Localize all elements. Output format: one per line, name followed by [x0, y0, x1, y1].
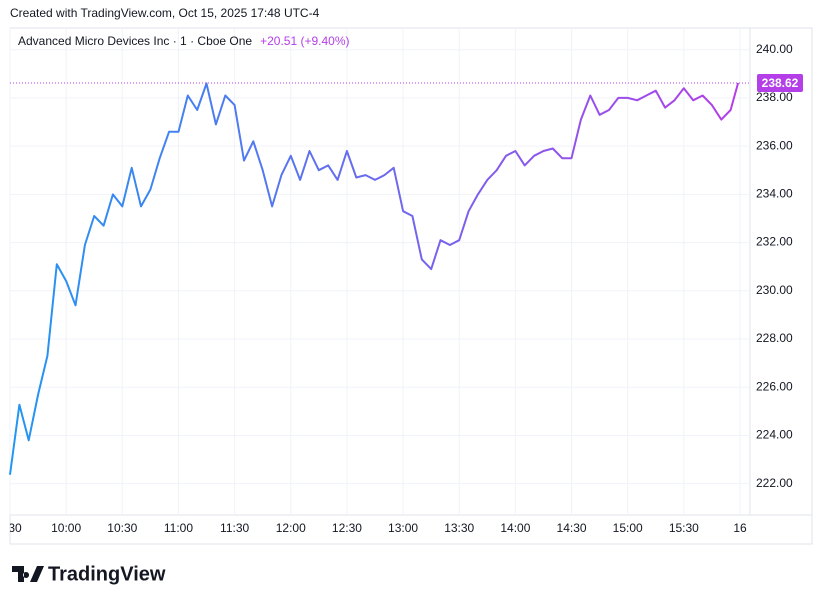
legend: Advanced Micro Devices Inc · 1 · Cboe On…	[18, 34, 350, 48]
y-tick-label: 236.00	[756, 138, 793, 152]
pane-border	[9, 27, 813, 545]
x-tick-label: 9:30	[0, 521, 22, 535]
x-tick-label: 11:00	[164, 521, 193, 535]
price-line	[9, 82, 740, 475]
logo: TradingView	[12, 563, 166, 585]
y-tick-label: 228.00	[756, 331, 793, 345]
x-tick-label: 12:00	[276, 521, 306, 535]
x-tick-label: 10:30	[107, 521, 137, 535]
logo-text: TradingView	[48, 563, 166, 585]
x-tick-label: 15:30	[669, 521, 699, 535]
y-tick-label: 222.00	[756, 476, 793, 490]
y-tick-label: 232.00	[756, 235, 793, 249]
y-tick-label: 224.00	[756, 428, 793, 442]
x-tick-label: 11:30	[220, 521, 249, 535]
x-tick-label: 13:30	[444, 521, 474, 535]
y-tick-label: 234.00	[756, 187, 793, 201]
x-tick-label: 13:00	[388, 521, 418, 535]
y-tick-label: 230.00	[756, 283, 793, 297]
last-price-box	[757, 73, 803, 92]
time-axis: 9:30 10:00 10:30 11:00 11:30 12:00 12:30 13:00 1…	[0, 521, 747, 535]
x-tick-label: 10:00	[51, 521, 81, 535]
plot	[9, 82, 750, 475]
x-tick-label: 16	[733, 521, 747, 535]
created-note: Created with TradingView.com, Oct 15, 20…	[10, 6, 320, 20]
x-tick-label: 14:00	[500, 521, 530, 535]
y-tick-label: 226.00	[756, 379, 793, 393]
x-tick-label: 15:00	[613, 521, 643, 535]
x-tick-label: 12:30	[332, 521, 362, 535]
logo-icon	[12, 566, 44, 582]
symbol-title: Advanced Micro Devices Inc · 1 · Cboe On…	[18, 34, 252, 48]
y-tick-label: 238.00	[756, 90, 793, 104]
grid	[9, 28, 750, 515]
last-price-label: 238.62	[762, 76, 799, 90]
x-tick-label: 14:30	[557, 521, 587, 535]
y-tick-label: 240.00	[756, 42, 793, 56]
change: +20.51 (+9.40%)	[260, 34, 349, 48]
